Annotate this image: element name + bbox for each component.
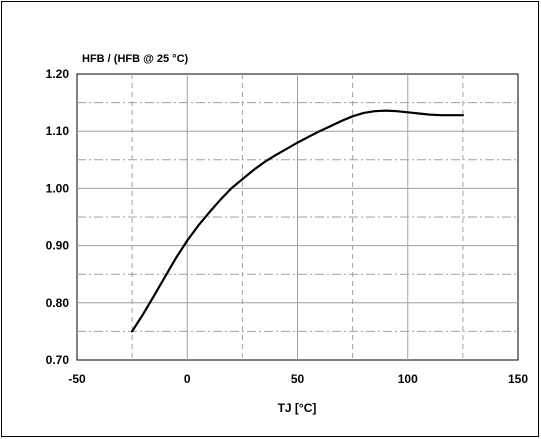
x-tick-label: 150 <box>508 372 528 386</box>
y-tick-label: 1.10 <box>46 124 70 138</box>
y-tick-label: 1.00 <box>46 181 70 195</box>
series-lines <box>131 109 464 333</box>
series-line <box>131 109 464 333</box>
y-tick-label: 0.90 <box>46 239 70 253</box>
x-tick-label: 100 <box>398 372 418 386</box>
x-tick-label: 50 <box>291 372 305 386</box>
grid <box>77 74 518 360</box>
chart-title: HFB / (HFB @ 25 °C) <box>82 53 189 65</box>
x-axis-label: TJ [°C] <box>278 401 317 415</box>
y-tick-label: 0.80 <box>46 296 70 310</box>
x-axis-ticks: -50 0 50 100 150 <box>68 372 528 386</box>
y-tick-label: 1.20 <box>46 67 70 81</box>
y-tick-label: 0.70 <box>46 353 70 367</box>
y-axis-ticks: 0.70 0.80 0.90 1.00 1.10 1.20 <box>46 67 70 367</box>
x-tick-label: -50 <box>68 372 86 386</box>
x-tick-label: 0 <box>184 372 191 386</box>
